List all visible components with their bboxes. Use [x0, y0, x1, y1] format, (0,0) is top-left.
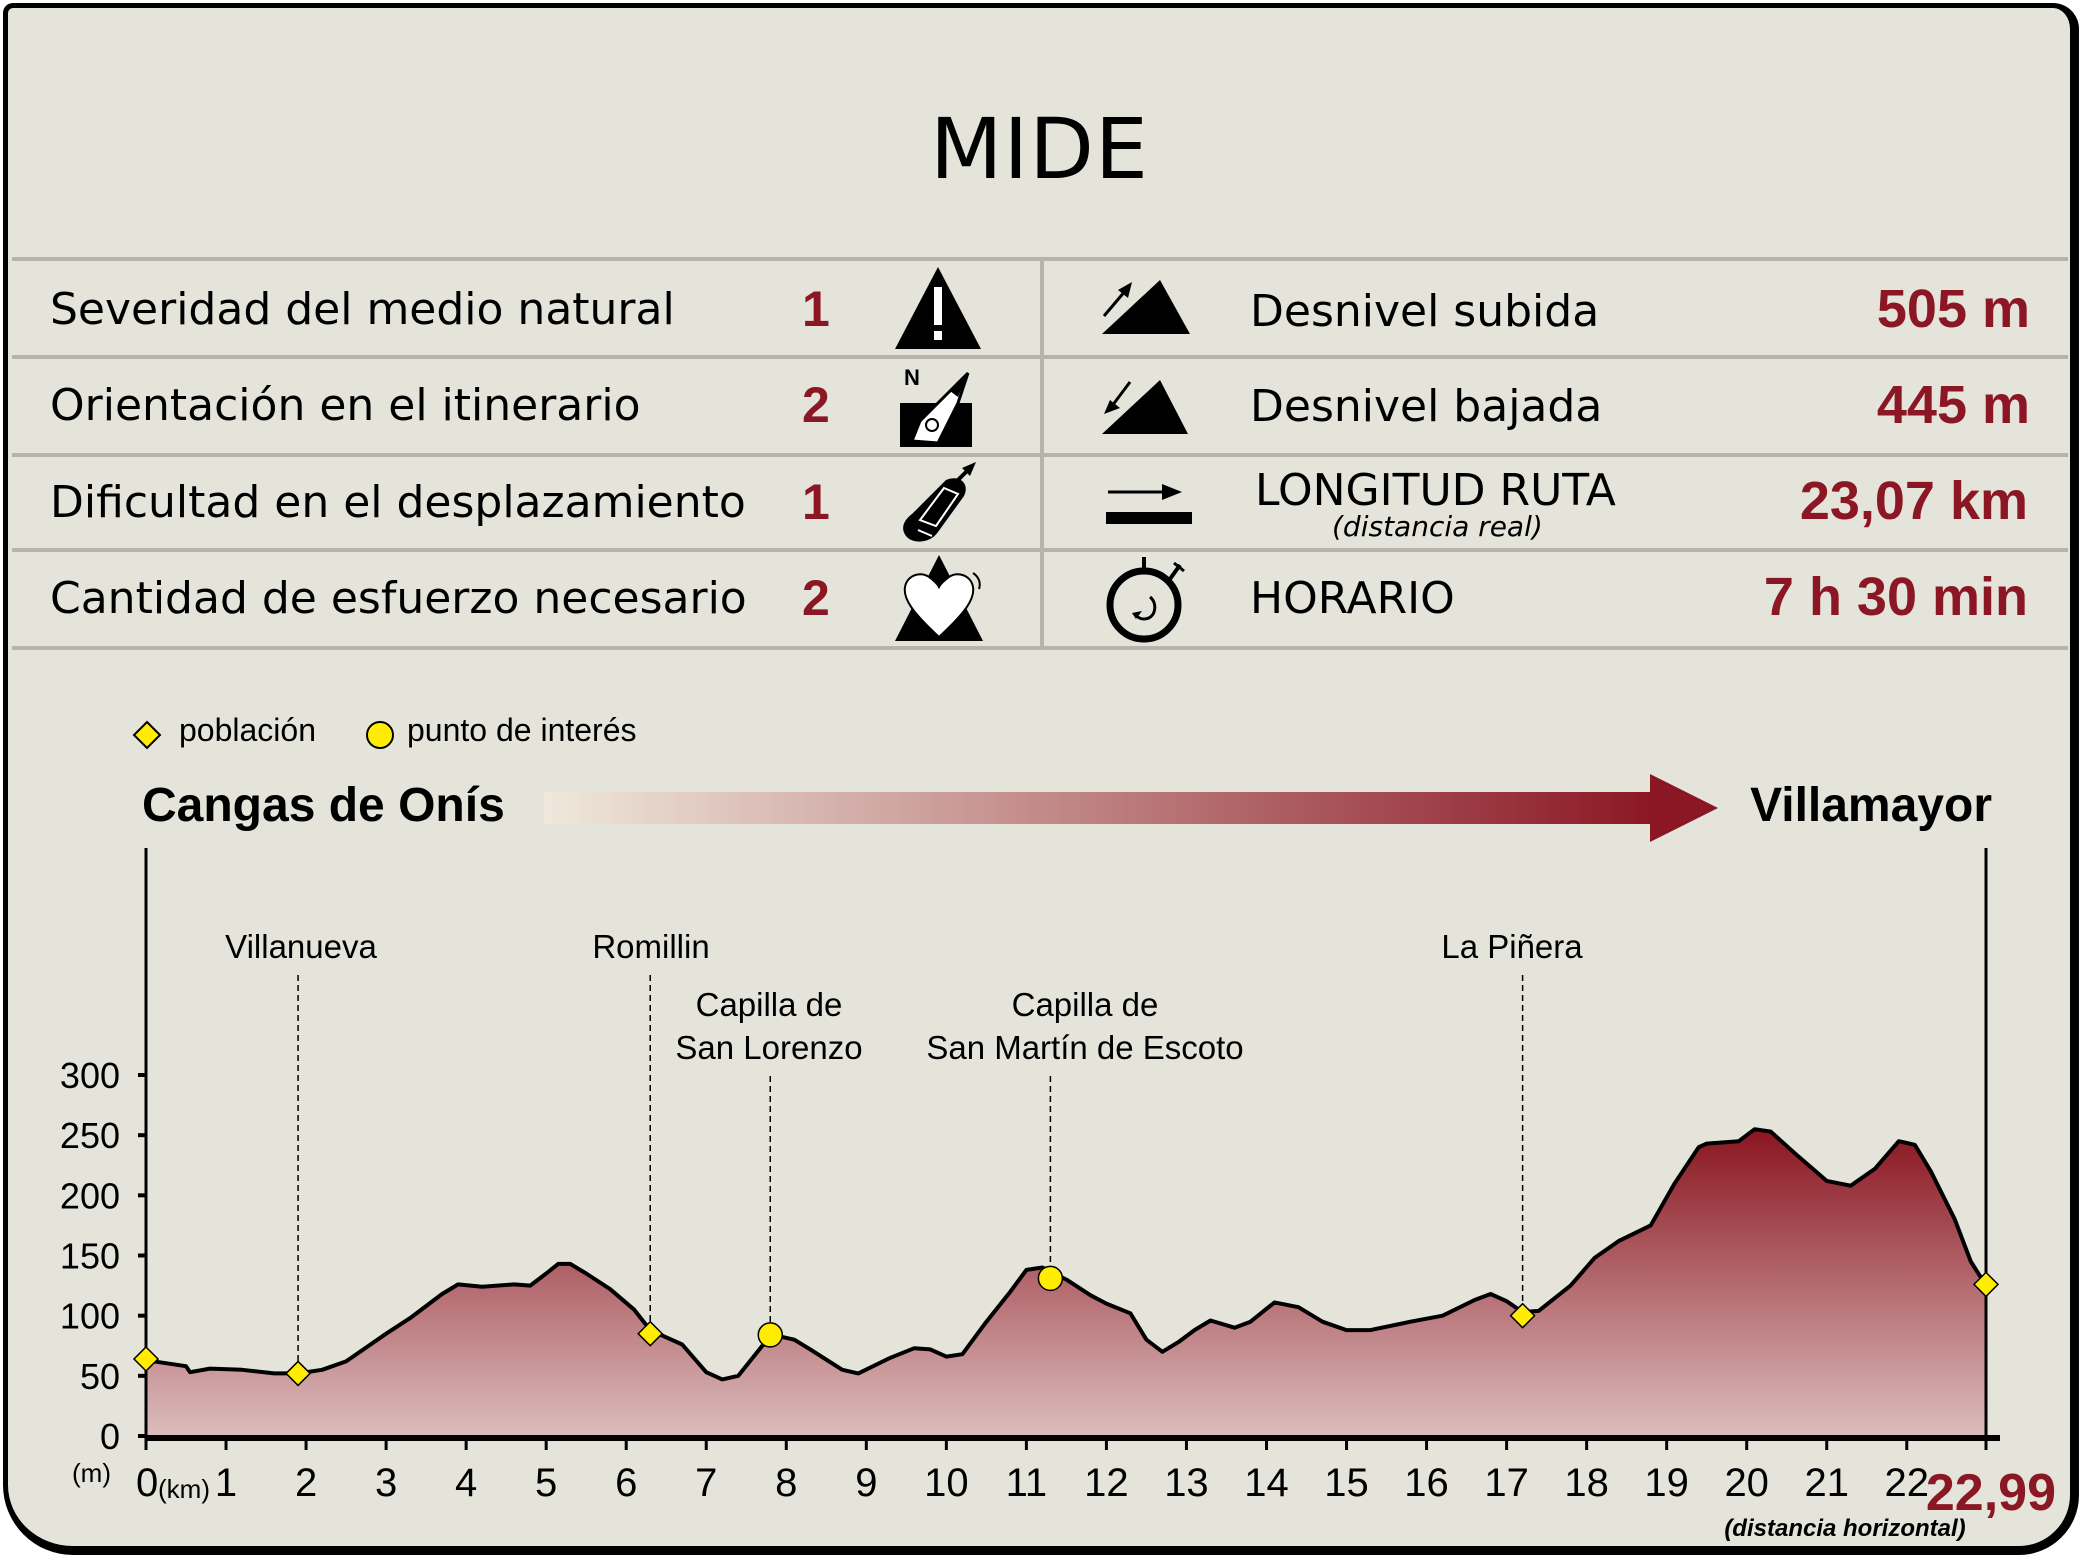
x-tick-label: 9	[855, 1461, 877, 1505]
stat-label-descent: Desnivel bajada	[1250, 381, 1603, 432]
y-tick-label: 50	[80, 1356, 120, 1397]
y-tick-label: 0	[100, 1416, 120, 1457]
x-tick-label: 11	[1006, 1461, 1048, 1505]
poi-line1: Capilla de	[695, 986, 843, 1023]
x-tick-label: 10	[924, 1461, 969, 1505]
mide-score-difficulty: 1	[802, 474, 830, 530]
x-tick-label: 14	[1244, 1461, 1289, 1505]
x-tick-label: 13	[1164, 1461, 1209, 1505]
x-tick-label: 5	[535, 1461, 557, 1505]
y-tick-label: 150	[60, 1236, 120, 1277]
stat-label-time: HORARIO	[1250, 573, 1455, 624]
mide-label-orientation: Orientación en el itinerario	[50, 380, 641, 431]
x-end-label: 22,99	[1926, 1464, 2056, 1522]
y-axis-unit: (m)	[72, 1458, 111, 1488]
distance-arrow-icon	[1106, 484, 1192, 524]
legend-town-label: población	[179, 712, 316, 748]
label-la-pinera: La Piñera	[1441, 928, 1583, 965]
town-marker	[1509, 1302, 1536, 1329]
town-marker	[132, 1345, 160, 1373]
label-romillin: Romillin	[592, 928, 710, 965]
town-diamond-icon	[132, 720, 162, 750]
start-place: Cangas de Onís	[142, 779, 505, 832]
x-axis-unit: (km)	[158, 1474, 210, 1504]
x-tick-label: 20	[1724, 1461, 1769, 1505]
poi-line1: Capilla de	[1011, 986, 1159, 1023]
x-tick-label: 7	[695, 1461, 717, 1505]
x-tick-label: 22	[1885, 1461, 1930, 1505]
stat-sublabel-length: (distancia real)	[1332, 510, 1543, 543]
town-marker	[637, 1320, 664, 1347]
mide-label-severity: Severidad del medio natural	[50, 284, 675, 335]
boot-sole-icon	[903, 462, 976, 542]
stat-value-time: 7 h 30 min	[1763, 567, 2028, 627]
heart-mountain-icon	[895, 555, 983, 641]
ascent-mountain-icon	[1102, 280, 1190, 334]
town-marker	[1972, 1271, 2000, 1298]
x-tick-label: 4	[455, 1461, 477, 1505]
label-villanueva: Villanueva	[225, 928, 377, 965]
x-tick-label: 18	[1564, 1461, 1609, 1505]
elevation-area	[146, 1129, 1986, 1436]
stat-value-ascent: 505 m	[1876, 279, 2030, 339]
x-tick-label: 3	[375, 1461, 397, 1505]
column-divider	[1040, 259, 1044, 649]
x-tick-label: 17	[1484, 1461, 1529, 1505]
elevation-line	[145, 1127, 1988, 1382]
x-end-sublabel: (distancia horizontal)	[1724, 1515, 1965, 1542]
y-tick-label: 200	[60, 1175, 120, 1216]
stat-label-length: LONGITUD RUTA	[1255, 465, 1616, 516]
y-tick-label: 250	[60, 1115, 120, 1156]
x-tick-label: 12	[1084, 1461, 1129, 1505]
compass-orientation-icon: N	[900, 365, 972, 447]
direction-arrow-icon	[544, 774, 1718, 842]
stat-value-length: 23,07 km	[1799, 471, 2028, 531]
x-tick-label: 8	[775, 1461, 797, 1505]
warning-mountain-icon	[895, 267, 981, 349]
stat-value-descent: 445 m	[1876, 375, 2030, 435]
svg-text:N: N	[904, 365, 920, 390]
mide-label-difficulty: Dificultad en el desplazamiento	[50, 477, 746, 528]
y-tick-label: 300	[60, 1055, 120, 1096]
town-marker	[285, 1360, 312, 1387]
stopwatch-icon	[1106, 557, 1185, 643]
x-tick-label: 6	[615, 1461, 637, 1505]
mide-score-effort: 2	[802, 570, 830, 626]
mide-score-orientation: 2	[802, 377, 830, 433]
x-tick-label: 19	[1644, 1461, 1689, 1505]
poi-circle-icon	[366, 721, 394, 749]
mide-label-effort: Cantidad de esfuerzo necesario	[50, 573, 747, 624]
poi-marker	[1037, 1265, 1064, 1292]
x-tick-label: 16	[1404, 1461, 1449, 1505]
page-title: MIDE	[929, 100, 1149, 198]
x-tick-label: 15	[1324, 1461, 1369, 1505]
x-tick-label: 1	[215, 1461, 237, 1505]
poi-line2: San Lorenzo	[675, 1029, 863, 1066]
x-tick-label: 2	[295, 1461, 317, 1505]
descent-mountain-icon	[1102, 380, 1188, 434]
x-tick-label: 0	[136, 1461, 158, 1505]
poi-marker	[757, 1322, 784, 1348]
poi-line2: San Martín de Escoto	[926, 1029, 1244, 1066]
legend-poi-label: punto de interés	[407, 712, 637, 748]
label-san-martin: Capilla de San Martín de Escoto	[905, 983, 1265, 1069]
stat-label-ascent: Desnivel subida	[1250, 286, 1600, 337]
label-san-lorenzo: Capilla de San Lorenzo	[639, 983, 899, 1069]
y-tick-label: 100	[60, 1296, 120, 1337]
end-place: Villamayor	[1750, 779, 1992, 832]
x-tick-label: 21	[1804, 1461, 1849, 1505]
mide-score-severity: 1	[802, 281, 830, 337]
